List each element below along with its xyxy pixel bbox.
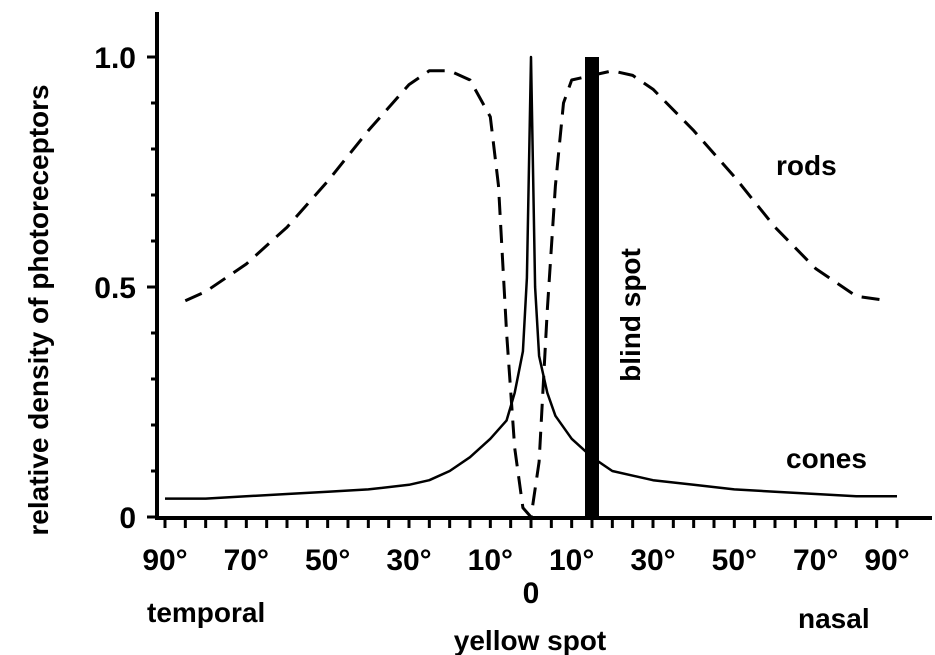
x-tick-label: 30°	[386, 544, 431, 577]
yellow-spot-label: yellow spot	[454, 625, 606, 655]
y-tick-label: 0	[119, 502, 136, 535]
tick-marks	[147, 55, 899, 528]
rods-series-line	[184, 69, 890, 519]
x-tick-label: 10°	[549, 544, 594, 577]
series-group	[165, 55, 897, 519]
x-tick-label: 50°	[305, 544, 350, 577]
blind-spot-bar	[585, 57, 599, 518]
blind-spot-label: blind spot	[615, 248, 646, 382]
x-tick-label: 90°	[142, 544, 187, 577]
axes	[155, 12, 932, 520]
y-tick-label: 1.0	[94, 42, 136, 75]
x-tick-label: 90°	[864, 544, 909, 577]
x-tick-label: 50°	[712, 544, 757, 577]
y-tick-label: 0.5	[94, 272, 136, 305]
rods-series-label: rods	[776, 150, 837, 181]
x-tick-label: 0	[523, 577, 540, 610]
x-tick-label: 70°	[224, 544, 269, 577]
tick-labels: 0 0.5 1.0 90° 70° 50° 30° 10° 0 10° 30° 50° 70° 90°	[94, 42, 909, 610]
nasal-label: nasal	[798, 603, 870, 634]
x-tick-label: 30°	[630, 544, 675, 577]
y-axis-label: relative density of photoreceptors	[23, 84, 54, 535]
temporal-label: temporal	[147, 597, 265, 628]
x-tick-label: 10°	[468, 544, 513, 577]
cones-series-label: cones	[786, 443, 867, 474]
cones-series-line	[165, 55, 897, 500]
x-tick-label: 70°	[793, 544, 838, 577]
